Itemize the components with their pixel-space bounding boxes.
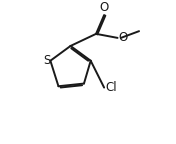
Text: S: S — [43, 54, 51, 67]
Text: O: O — [99, 1, 109, 14]
Text: O: O — [118, 31, 127, 44]
Text: Cl: Cl — [105, 81, 117, 94]
